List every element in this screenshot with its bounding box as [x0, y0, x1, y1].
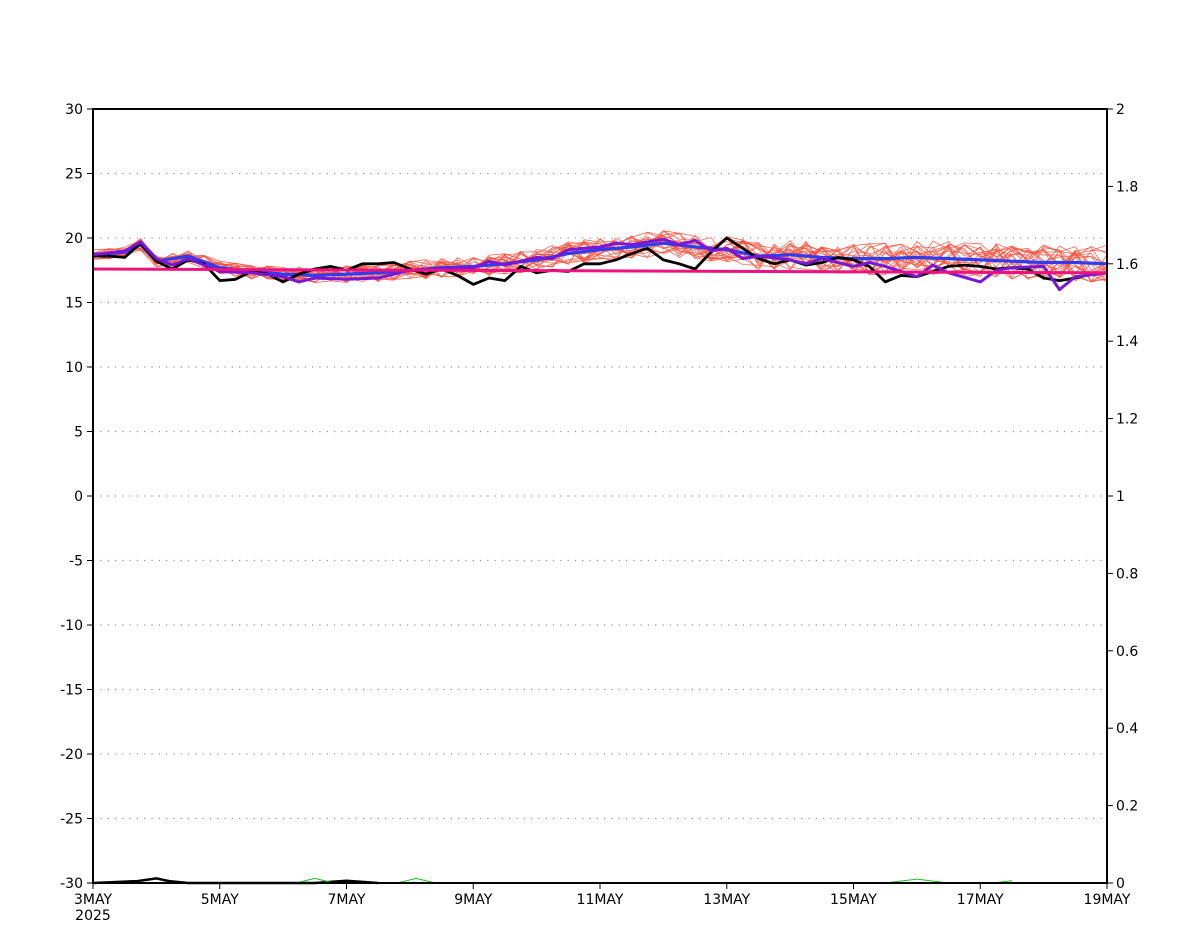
y2-tick-label: 2 [1116, 102, 1125, 118]
x-tick-label: 5MAY [201, 892, 239, 908]
x-tick-label: 13MAY [703, 892, 750, 908]
x-axis-ticks: 3MAY 5MAY 7MAY 9MAY 11MAY 13MAY 15MAY 17MAY 19MA… [74, 883, 1131, 908]
climatology-line [92, 267, 1108, 275]
y2-tick-label: 1.2 [1116, 412, 1138, 428]
y-tick-label: -10 [60, 618, 83, 634]
gridlines [93, 172, 1107, 820]
y2-tick-label: 1.8 [1116, 179, 1138, 195]
x-year-label: 2025 [75, 908, 111, 924]
y2-tick-label: 0.2 [1116, 799, 1138, 815]
y2-tick-label: 1.6 [1116, 257, 1138, 273]
y-tick-label: -25 [60, 812, 83, 828]
x-tick-label: 7MAY [327, 892, 365, 908]
y2-tick-label: 0 [1116, 876, 1125, 892]
main-series [92, 236, 1108, 292]
observed-line [93, 236, 1108, 286]
x-tick-label: 3MAY [74, 892, 112, 908]
control-line [92, 237, 1108, 292]
y-tick-label: 5 [74, 425, 83, 441]
y2-tick-label: 1.4 [1116, 334, 1138, 350]
y2-tick-label: 0.8 [1116, 566, 1138, 582]
right-axis-ticks: 2 1.8 1.6 1.4 1.2 1 0.8 0.6 0.4 0.2 0 [1107, 102, 1138, 892]
x-tick-label: 19MAY [1084, 892, 1131, 908]
y-tick-label: -20 [60, 747, 83, 763]
x-tick-label: 9MAY [454, 892, 492, 908]
y2-tick-label: 0.6 [1116, 644, 1138, 660]
x-tick-label: 17MAY [957, 892, 1004, 908]
y-tick-label: -15 [60, 683, 83, 699]
y-tick-label: 0 [74, 489, 83, 505]
x-tick-label: 11MAY [577, 892, 624, 908]
y-tick-label: -30 [60, 876, 83, 892]
y-tick-label: 15 [65, 296, 83, 312]
y-tick-label: -5 [69, 554, 83, 570]
y2-tick-label: 0.4 [1116, 721, 1138, 737]
y-tick-label: 20 [65, 231, 83, 247]
y-tick-label: 25 [65, 167, 83, 183]
y-tick-label: 10 [65, 360, 83, 376]
x-tick-label: 15MAY [830, 892, 877, 908]
left-axis-ticks: 30 25 20 15 10 5 0 -5 -10 -15 -20 -25 -30 [60, 102, 93, 892]
y2-tick-label: 1 [1116, 489, 1125, 505]
y-tick-label: 30 [65, 102, 83, 118]
